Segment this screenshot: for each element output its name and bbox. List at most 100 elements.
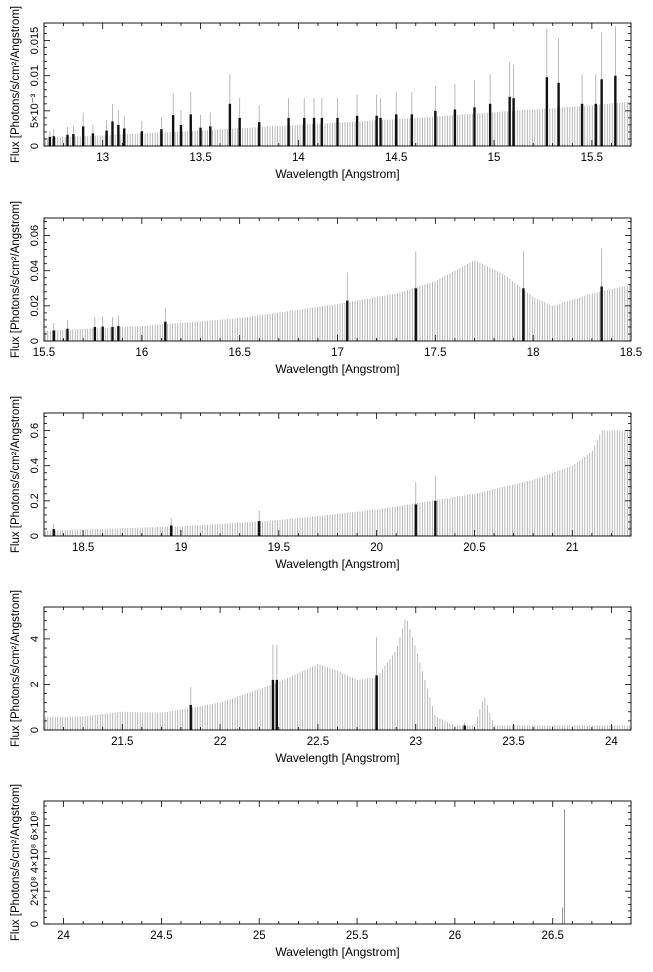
emission-line-bar [91,133,95,146]
y-tick-label: 0.04 [29,260,41,281]
chart-panel-1: 13 13.5 14 14.5 15 15.5 Wavelength [Angstrom] 0… [10,6,632,181]
x-tick-label: 26 [449,930,462,942]
y-tick-label: 5×10⁻³ [29,93,41,128]
x-axis-label: Wavelength [Angstrom] [275,751,399,765]
y-axis-label: Flux [Photons/s/cm²/Angstrom] [10,784,22,941]
emission-line-bar [275,679,279,730]
x-tick-label: 15.5 [581,152,603,164]
y-tick-label: 2 [29,681,41,687]
x-tick-label: 15 [488,152,501,164]
emission-line-bar [395,114,398,146]
x-tick-label: 25 [253,930,266,942]
y-tick-label: 2×10⁸ [29,876,41,905]
x-tick-label: 19 [175,542,188,554]
y-tick-label: 0 [29,727,41,733]
y-tick-label: 0.01 [29,65,41,86]
emission-line-bar [111,326,114,341]
emission-line-bar [336,117,339,146]
x-tick-label: 25.5 [346,930,368,942]
emission-line-bar [258,122,261,146]
emission-line-bar [228,103,232,146]
emission-line-bar [580,103,584,146]
emission-line-bar [171,115,175,146]
x-tick-label: 21 [566,542,579,554]
chart-panel-2: 15.5 16 16.5 17 17.5 18 18.5 Wavelength [Angstr… [10,201,642,376]
emission-line-bar [52,528,55,536]
y-tick-label: 0.2 [29,493,41,508]
emission-line-bar [52,136,55,146]
x-tick-label: 16 [135,347,148,359]
emission-line-bar [101,326,104,341]
emission-line-bar [123,128,126,146]
x-tick-label: 17 [331,347,344,359]
emission-lines [52,286,603,341]
y-tick-label: 4×10⁸ [29,844,41,873]
emission-line-bar [434,110,437,146]
y-tick-label: 0.02 [29,295,41,316]
x-tick-label: 18 [527,347,540,359]
x-tick-label: 24 [57,930,70,942]
x-tick-label: 26.5 [542,930,564,942]
y-axis-label: Flux [Photons/s/cm²/Angstrom] [10,590,22,747]
emission-line-bar [346,300,349,341]
emission-line-bar [375,115,378,146]
emission-line-bar [189,704,192,730]
plot-frame [43,800,632,925]
emission-line-bar [522,288,525,341]
error-spikes [49,26,616,137]
continuum-bars [44,619,631,730]
continuum-bars [44,430,631,536]
x-axis-label: Wavelength [Angstrom] [275,362,399,376]
error-spikes [53,248,603,331]
x-tick-label: 17.5 [424,347,446,359]
emission-line-bar [414,288,417,341]
emission-line-bar [379,117,382,146]
emission-line-bar [410,114,414,146]
emission-line-bar [140,131,144,146]
x-axis-label: Wavelength [Angstrom] [275,167,399,181]
emission-line-bar [312,117,316,146]
emission-line-bar [48,136,52,146]
x-tick-label: 22 [214,736,227,748]
emission-line-bar [463,725,466,730]
emission-line-bar [375,675,378,730]
x-tick-label: 14 [292,152,305,164]
error-spikes [190,637,466,726]
error-spikes [53,476,436,529]
x-axis-label: Wavelength [Angstrom] [275,945,399,959]
emission-line-bar [93,326,97,341]
emission-line-bar [169,525,173,536]
chart-panel-3: 18.5 19 19.5 20 20.5 21 Wavelength [Angstrom] 0… [10,396,632,571]
emission-line-bar [66,134,69,146]
emission-line-bar [594,103,597,146]
x-tick-label: 23 [409,736,422,748]
y-tick-label: 6×10⁸ [29,811,41,840]
emission-line-bar [557,82,560,146]
y-tick-label: 0 [29,143,41,149]
emission-line-bar [160,129,163,146]
emission-line-bar [600,79,603,146]
emission-line-bar [434,500,437,536]
emission-line-bar [238,117,241,146]
y-tick-label: 0 [29,338,41,344]
emission-line-bar [111,121,114,146]
y-axis-label: Flux [Photons/s/cm²/Angstrom] [10,201,22,358]
x-tick-label: 21.5 [111,736,133,748]
emission-line-bar [189,114,192,146]
y-tick-label: 0 [29,921,41,927]
emission-line-bar [508,96,511,146]
continuum-bars [44,260,631,341]
emission-line-bar [287,117,290,146]
emission-line-bar [209,126,212,146]
emission-line-bar [164,321,167,341]
x-tick-label: 15.5 [33,347,55,359]
y-tick-label: 0.4 [29,458,41,473]
emission-line-bar [117,326,120,341]
y-tick-label: 0.015 [29,27,41,55]
emission-line-bar [614,75,617,146]
y-tick-label: 0.06 [29,225,41,246]
x-tick-label: 24.5 [150,930,172,942]
x-tick-label: 14.5 [385,152,407,164]
emission-line-bar [271,679,275,730]
